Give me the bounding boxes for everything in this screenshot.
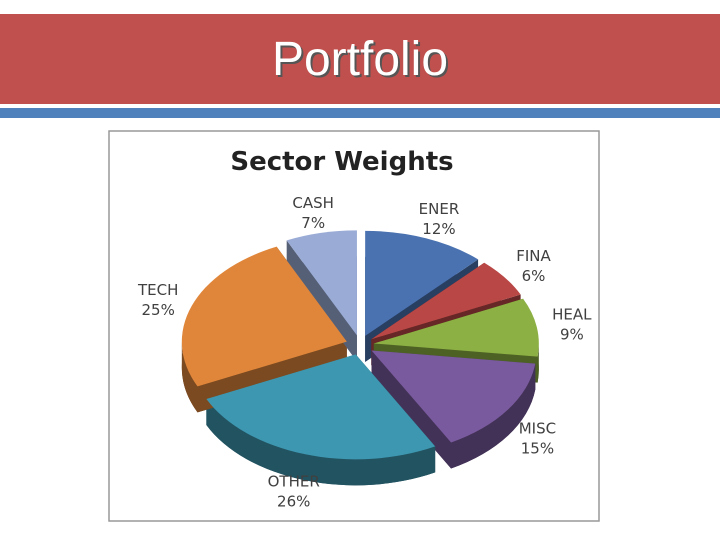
slice-label: CASH bbox=[292, 194, 334, 212]
slice bbox=[365, 230, 479, 336]
slice-wall bbox=[537, 343, 539, 383]
slice-edge bbox=[371, 350, 452, 469]
slice-value-label: 6% bbox=[522, 267, 546, 285]
slice-label: MISC bbox=[519, 419, 556, 437]
slice bbox=[206, 354, 436, 460]
slice-value-label: 12% bbox=[422, 220, 455, 238]
slice-value-label: 15% bbox=[521, 439, 554, 457]
slice-label: ENER bbox=[419, 200, 460, 218]
slice-label: HEAL bbox=[552, 306, 592, 324]
slice-wall bbox=[181, 341, 198, 413]
slide-title-shadow: Portfolio bbox=[274, 35, 450, 88]
slice-value-label: 25% bbox=[142, 301, 175, 319]
slice bbox=[373, 298, 539, 357]
slice-wall bbox=[206, 399, 436, 486]
slice bbox=[371, 262, 521, 340]
slice bbox=[181, 246, 347, 387]
slice bbox=[371, 350, 536, 443]
slice-value-label: 26% bbox=[277, 492, 310, 510]
slice-value-label: 9% bbox=[560, 326, 584, 344]
slice-edge bbox=[286, 240, 357, 362]
pie-labels: ENER 12% FINA 6% HEAL 9% MISC 15% OTHER 26% TECH 25… bbox=[137, 194, 592, 511]
pie-tops bbox=[181, 230, 539, 460]
slice-label: FINA bbox=[516, 247, 551, 265]
slide-title: Portfolio bbox=[272, 33, 448, 86]
header-band bbox=[0, 14, 720, 104]
slice-label: OTHER bbox=[268, 472, 320, 490]
header-rule bbox=[0, 108, 720, 118]
slice-label: TECH bbox=[137, 281, 178, 299]
slice bbox=[286, 230, 357, 336]
slice-wall bbox=[451, 363, 536, 469]
chart-title: Sector Weights bbox=[230, 147, 453, 177]
slice-value-label: 7% bbox=[301, 214, 325, 232]
